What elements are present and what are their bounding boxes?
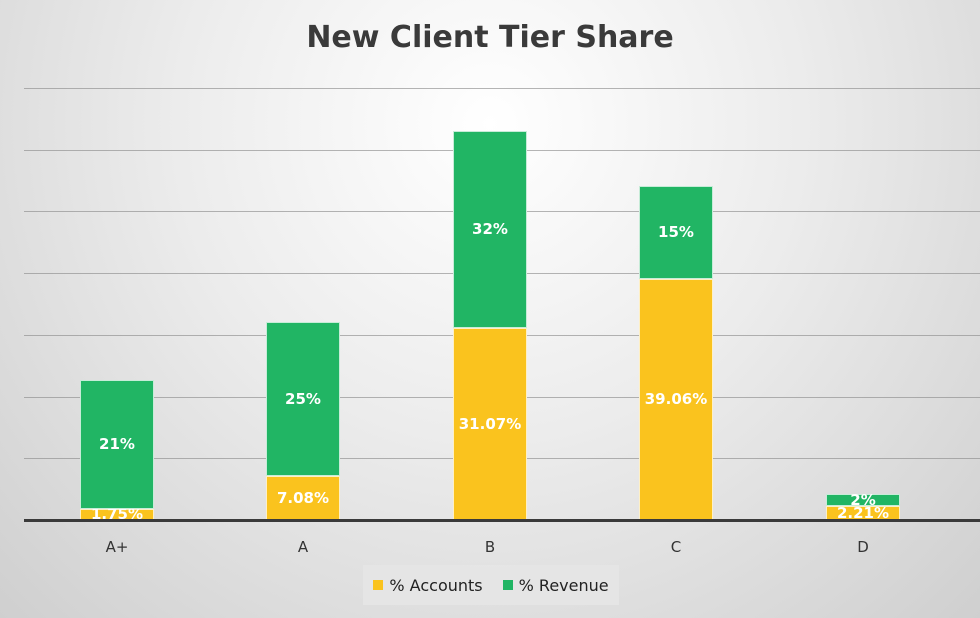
data-label: 2% <box>850 490 876 509</box>
data-label: 15% <box>658 223 694 242</box>
x-tick-label: A+ <box>105 538 129 556</box>
bar-segment-revenue[interactable]: 21% <box>80 379 154 510</box>
gridline <box>24 88 980 89</box>
legend-label-revenue: % Revenue <box>518 575 609 595</box>
legend-label-accounts: % Accounts <box>389 575 483 595</box>
bar-segment-accounts[interactable]: 39.06% <box>639 278 713 520</box>
bar-segment-accounts[interactable]: 7.08% <box>266 476 340 520</box>
legend: % Accounts % Revenue <box>363 565 619 605</box>
x-tick-label: A <box>297 538 309 556</box>
bar-segment-accounts[interactable]: 31.07% <box>453 328 527 520</box>
data-label: 2.21% <box>836 503 890 522</box>
legend-swatch-revenue-icon <box>502 580 513 590</box>
data-label: 7.08% <box>276 488 330 507</box>
bar-segment-accounts[interactable]: 2.21% <box>826 503 900 522</box>
x-tick-label: D <box>857 538 869 556</box>
data-label: 39.06% <box>644 389 708 408</box>
data-label: 32% <box>472 220 508 238</box>
bar-segment-revenue[interactable]: 2% <box>826 490 900 509</box>
data-label: 21% <box>99 434 135 453</box>
bar-segment-revenue[interactable]: 25% <box>266 322 340 477</box>
data-label: 31.07% <box>458 414 522 433</box>
bar-segment-revenue[interactable]: 15% <box>639 186 713 279</box>
chart-title: New Client Tier Share <box>306 20 674 55</box>
legend-swatch-accounts-icon <box>373 580 384 590</box>
legend-item-accounts[interactable]: % Accounts <box>373 575 483 595</box>
data-label: 25% <box>285 389 321 408</box>
data-label: 1.75% <box>90 505 144 524</box>
x-tick-label: B <box>484 538 496 556</box>
x-axis-line <box>24 519 980 522</box>
x-tick-label: C <box>670 538 682 556</box>
legend-item-revenue[interactable]: % Revenue <box>502 575 609 595</box>
bar-segment-revenue[interactable]: 32% <box>453 130 527 329</box>
